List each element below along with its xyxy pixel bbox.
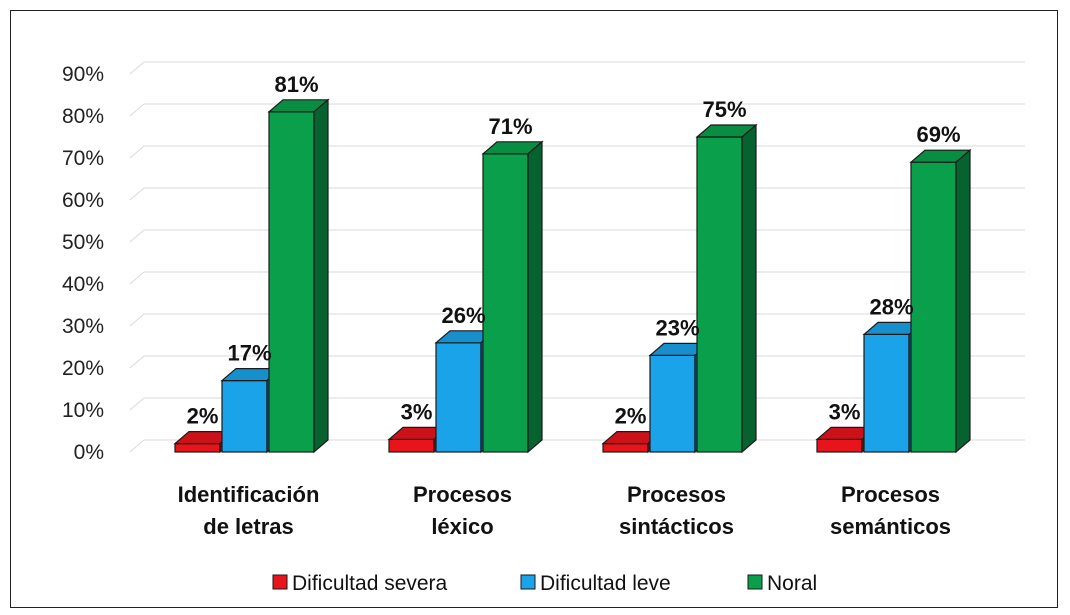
data-label: 2% (615, 404, 647, 429)
category-label: Procesos (841, 482, 940, 507)
gridline-depth (129, 313, 145, 327)
category-label: Procesos (627, 482, 726, 507)
gridline-depth (129, 439, 145, 453)
bars-layer (173, 98, 972, 454)
legend-swatch (747, 574, 763, 590)
bar-front (863, 333, 910, 453)
bar-front (482, 153, 529, 453)
data-label: 69% (916, 122, 960, 147)
category-label: léxico (431, 514, 493, 539)
data-label: 3% (401, 399, 433, 424)
y-tick-label: 0% (74, 441, 104, 464)
data-label: 28% (869, 294, 913, 319)
gridline-depth (129, 145, 145, 159)
bar-front (388, 438, 435, 453)
legend-label: Dificultad severa (292, 572, 448, 595)
y-tick-label: 40% (62, 273, 104, 296)
bar-front (268, 111, 315, 453)
category-label: de letras (203, 514, 294, 539)
bar-front (816, 438, 863, 453)
y-tick-label: 10% (62, 399, 104, 422)
y-tick-label: 90% (62, 63, 104, 86)
bar (909, 148, 972, 454)
y-tick-label: 60% (62, 189, 104, 212)
bar-front (910, 161, 957, 453)
gridline-depth (129, 397, 145, 411)
bar-front (174, 443, 221, 453)
bar-front (649, 354, 696, 453)
category-label: sintácticos (619, 514, 734, 539)
data-label: 26% (441, 303, 485, 328)
bar (695, 123, 758, 454)
data-label: 2% (187, 404, 219, 429)
data-label: 3% (829, 399, 861, 424)
gridline-depth (129, 103, 145, 117)
legend-swatch (272, 574, 288, 590)
data-label: 75% (702, 97, 746, 122)
bar-front (435, 342, 482, 453)
bar (481, 140, 544, 454)
bar-side (313, 98, 329, 454)
bar-front (696, 136, 743, 453)
bar (267, 98, 330, 454)
y-tick-label: 50% (62, 231, 104, 254)
y-tick-label: 70% (62, 147, 104, 170)
gridline-depth (129, 61, 145, 75)
gridline-depth (129, 355, 145, 369)
legend-swatch (520, 574, 536, 590)
bar-front (602, 443, 649, 453)
data-label: 23% (655, 315, 699, 340)
data-labels-layer: 2% 3% 2% 3% 17% 26% 23% 28% 81% 71% 75% 69% (187, 72, 961, 429)
bar-front (221, 380, 268, 453)
y-tick-label: 20% (62, 357, 104, 380)
data-label: 17% (227, 341, 271, 366)
legend-label: Noral (767, 572, 817, 595)
category-labels-layer: Identificación de letras Procesos léxico Pro… (178, 482, 951, 539)
legend: Dificultad severa Dificultad leve Noral (272, 572, 817, 595)
y-tick-label: 80% (62, 105, 104, 128)
bar-side (527, 140, 543, 454)
category-label: Identificación (178, 482, 320, 507)
bar-side (741, 123, 757, 454)
y-tick-label: 30% (62, 315, 104, 338)
gridline-depth (129, 229, 145, 243)
gridline-depth (129, 187, 145, 201)
y-axis: 0% 10% 20% 30% 40% 50% 60% 70% 80% 90% (62, 63, 104, 464)
legend-label: Dificultad leve (540, 572, 671, 595)
category-label: semánticos (830, 514, 951, 539)
data-label: 81% (274, 72, 318, 97)
data-label: 71% (488, 114, 532, 139)
bar-side (955, 148, 971, 454)
category-label: Procesos (413, 482, 512, 507)
gridline-depth (129, 271, 145, 285)
